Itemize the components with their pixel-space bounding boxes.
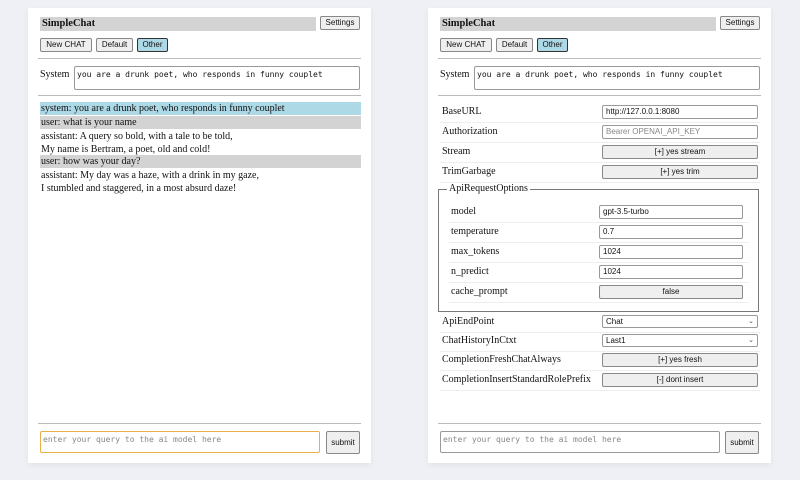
setting-completion-insert: CompletionInsertStandardRolePrefix [-] d… xyxy=(440,371,760,391)
chat-message-assistant: assistant: A query so bold, with a tale … xyxy=(40,130,361,156)
setting-trim-garbage: TrimGarbage [+] yes trim xyxy=(440,163,760,183)
selected-value: Last1 xyxy=(606,336,626,345)
setting-model: model gpt-3.5-turbo xyxy=(449,203,749,223)
divider xyxy=(438,423,761,424)
setting-label: n_predict xyxy=(451,266,489,277)
setting-label: ChatHistoryInCtxt xyxy=(442,335,517,346)
completion-fresh-toggle-button[interactable]: [+] yes fresh xyxy=(602,353,758,367)
setting-label: TrimGarbage xyxy=(442,166,496,177)
max-tokens-input[interactable]: 1024 xyxy=(599,245,743,259)
setting-stream: Stream [+] yes stream xyxy=(440,143,760,163)
stream-toggle-button[interactable]: [+] yes stream xyxy=(602,145,758,159)
message-line: assistant: My day was a haze, with a dri… xyxy=(41,170,259,181)
chat-message-system: system: you are a drunk poet, who respon… xyxy=(40,102,361,115)
new-chat-button[interactable]: New CHAT xyxy=(440,38,492,52)
chat-history-select[interactable]: Last1 ⌄ xyxy=(602,334,758,347)
setting-label: max_tokens xyxy=(451,246,500,257)
default-button[interactable]: Default xyxy=(96,38,133,52)
setting-chat-history: ChatHistoryInCtxt Last1 ⌄ xyxy=(440,332,760,352)
submit-button[interactable]: submit xyxy=(326,431,360,454)
chat-message-user: user: what is your name xyxy=(40,116,361,129)
app-title: SimpleChat xyxy=(40,17,316,31)
base-url-input[interactable]: http://127.0.0.1:8080 xyxy=(602,105,758,119)
setting-max-tokens: max_tokens 1024 xyxy=(449,243,749,263)
setting-label: cache_prompt xyxy=(451,286,508,297)
setting-label: CompletionFreshChatAlways xyxy=(442,354,561,365)
system-label: System xyxy=(440,69,470,80)
api-request-options-fieldset: ApiRequestOptions model gpt-3.5-turbo te… xyxy=(438,183,759,312)
setting-label: temperature xyxy=(451,226,499,237)
authorization-input[interactable]: Bearer OPENAI_API_KEY xyxy=(602,125,758,139)
setting-cache-prompt: cache_prompt false xyxy=(449,283,749,303)
submit-button[interactable]: submit xyxy=(725,431,759,454)
model-input[interactable]: gpt-3.5-turbo xyxy=(599,205,743,219)
app-title: SimpleChat xyxy=(440,17,716,31)
default-button[interactable]: Default xyxy=(496,38,533,52)
n-predict-input[interactable]: 1024 xyxy=(599,265,743,279)
setting-label: model xyxy=(451,206,476,217)
completion-insert-toggle-button[interactable]: [-] dont insert xyxy=(602,373,758,387)
divider xyxy=(38,423,361,424)
divider xyxy=(38,95,361,96)
system-prompt-input[interactable]: you are a drunk poet, who responds in fu… xyxy=(474,66,760,90)
query-input[interactable]: enter your query to the ai model here xyxy=(440,431,720,453)
divider xyxy=(38,58,361,59)
setting-authorization: Authorization Bearer OPENAI_API_KEY xyxy=(440,123,760,143)
trim-garbage-toggle-button[interactable]: [+] yes trim xyxy=(602,165,758,179)
setting-label: ApiEndPoint xyxy=(442,316,495,327)
setting-temperature: temperature 0.7 xyxy=(449,223,749,243)
selected-value: Chat xyxy=(606,317,623,326)
setting-label: Stream xyxy=(442,146,471,157)
setting-label: Authorization xyxy=(442,126,498,137)
temperature-input[interactable]: 0.7 xyxy=(599,225,743,239)
setting-label: CompletionInsertStandardRolePrefix xyxy=(442,374,591,385)
new-chat-button[interactable]: New CHAT xyxy=(40,38,92,52)
setting-label: BaseURL xyxy=(442,106,482,117)
chevron-down-icon: ⌄ xyxy=(748,337,754,344)
other-button[interactable]: Other xyxy=(137,38,168,52)
message-line: assistant: A query so bold, with a tale … xyxy=(41,131,233,142)
chevron-down-icon: ⌄ xyxy=(748,318,754,325)
setting-api-endpoint: ApiEndPoint Chat ⌄ xyxy=(440,313,760,333)
divider xyxy=(438,58,761,59)
setting-base-url: BaseURL http://127.0.0.1:8080 xyxy=(440,103,760,123)
settings-panel: SimpleChat Settings New CHAT Default Oth… xyxy=(428,8,771,463)
chat-message-user: user: how was your day? xyxy=(40,155,361,168)
message-line: My name is Bertram, a poet, old and cold… xyxy=(41,144,211,155)
message-line: I stumbled and staggered, in a most absu… xyxy=(41,183,237,194)
other-button[interactable]: Other xyxy=(537,38,568,52)
settings-button[interactable]: Settings xyxy=(320,16,360,30)
setting-completion-fresh: CompletionFreshChatAlways [+] yes fresh xyxy=(440,351,760,371)
setting-n-predict: n_predict 1024 xyxy=(449,263,749,283)
api-endpoint-select[interactable]: Chat ⌄ xyxy=(602,315,758,328)
system-prompt-input[interactable]: you are a drunk poet, who responds in fu… xyxy=(74,66,360,90)
chat-panel: SimpleChat Settings New CHAT Default Oth… xyxy=(28,8,371,463)
system-label: System xyxy=(40,69,70,80)
fieldset-legend: ApiRequestOptions xyxy=(447,183,530,194)
query-input[interactable]: enter your query to the ai model here xyxy=(40,431,320,453)
cache-prompt-toggle-button[interactable]: false xyxy=(599,285,743,299)
divider xyxy=(438,95,761,96)
settings-button[interactable]: Settings xyxy=(720,16,760,30)
chat-message-assistant: assistant: My day was a haze, with a dri… xyxy=(40,169,361,195)
